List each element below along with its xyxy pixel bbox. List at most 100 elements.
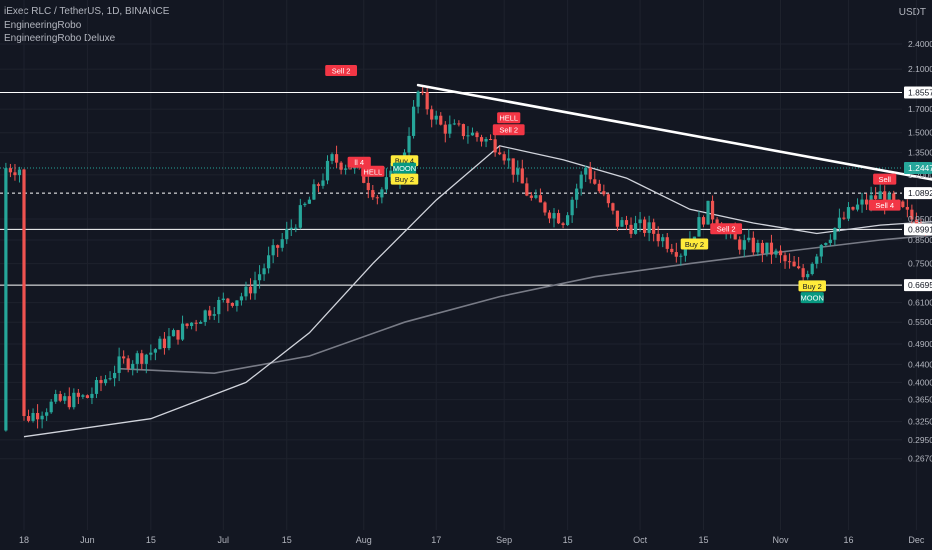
candle-body bbox=[94, 380, 99, 394]
candle-body bbox=[697, 217, 701, 237]
x-tick-label: 17 bbox=[431, 535, 441, 545]
x-tick-label: 18 bbox=[19, 535, 29, 545]
candle-body bbox=[35, 412, 40, 420]
candle-body bbox=[833, 227, 837, 240]
candle-body bbox=[162, 338, 167, 349]
candle-body bbox=[448, 124, 452, 134]
candle-body bbox=[797, 266, 801, 269]
candle-body bbox=[774, 250, 778, 255]
level-box bbox=[904, 86, 932, 99]
candle-body bbox=[149, 352, 153, 355]
candle-body bbox=[860, 199, 864, 205]
candle-body bbox=[615, 210, 620, 227]
candle-body bbox=[710, 200, 715, 220]
candle-body bbox=[380, 189, 384, 198]
candle-body bbox=[180, 323, 185, 340]
candle-body bbox=[824, 243, 828, 245]
candle-body bbox=[910, 209, 914, 220]
candle-body bbox=[620, 220, 624, 227]
candle-body bbox=[67, 396, 71, 408]
candle-body bbox=[339, 162, 343, 170]
candle-body bbox=[652, 222, 656, 234]
candle-body bbox=[63, 396, 67, 401]
candle-body bbox=[765, 242, 769, 254]
candle-body bbox=[416, 91, 420, 107]
signal-tag-box bbox=[710, 223, 743, 235]
x-tick-label: 15 bbox=[563, 535, 573, 545]
candle-body bbox=[185, 323, 189, 326]
candle-body bbox=[289, 227, 293, 230]
y-tick-label: 0.6100 bbox=[908, 298, 932, 308]
signal-tag-label: Buy 2 bbox=[395, 175, 414, 184]
candle-body bbox=[665, 237, 669, 249]
candle-body bbox=[330, 154, 334, 161]
candle-body bbox=[235, 300, 239, 306]
candle-body bbox=[520, 168, 524, 184]
y-tick-label: 0.3250 bbox=[908, 417, 932, 427]
candle-body bbox=[411, 106, 416, 136]
signal-tag-box bbox=[361, 165, 385, 177]
candle-body bbox=[715, 219, 719, 227]
level-label: 0.6695 bbox=[908, 280, 932, 290]
candle-body bbox=[828, 239, 832, 244]
indicator-engineeringrobo-deluxe[interactable]: EngineeringRobo Deluxe bbox=[4, 33, 116, 44]
candle-body bbox=[579, 174, 583, 189]
candle-body bbox=[208, 310, 212, 316]
candle-body bbox=[131, 363, 135, 369]
indicator-engineeringrobo[interactable]: EngineeringRobo bbox=[4, 20, 82, 31]
candle-body bbox=[643, 219, 647, 233]
candle-body bbox=[40, 415, 44, 420]
x-tick-label: 15 bbox=[698, 535, 708, 545]
candle-body bbox=[257, 274, 262, 281]
x-tick-label: Jul bbox=[218, 535, 230, 545]
candle-body bbox=[4, 168, 8, 431]
candle-body bbox=[113, 372, 117, 379]
candle-body bbox=[638, 219, 642, 224]
time-axis[interactable]: 18Jun15Jul15Aug17Sep15Oct15Nov16Dec15202… bbox=[19, 535, 932, 545]
x-tick-label: Sep bbox=[496, 535, 512, 545]
candle-body bbox=[606, 194, 610, 204]
symbol-title: iExec RLC / TetherUS, 1D, BINANCE bbox=[4, 6, 170, 17]
candle-body bbox=[303, 203, 307, 206]
candle-body bbox=[484, 138, 488, 142]
candle-body bbox=[135, 353, 139, 364]
candle-body bbox=[769, 242, 774, 255]
candle-body bbox=[158, 338, 162, 350]
signal-tag-label: MOON bbox=[801, 294, 824, 303]
candle-body bbox=[425, 91, 429, 110]
y-tick-label: 0.4000 bbox=[908, 377, 932, 387]
candle-body bbox=[45, 412, 49, 416]
y-tick-label: 1.7000 bbox=[908, 104, 932, 114]
candle-body bbox=[683, 248, 687, 256]
candle-body bbox=[366, 182, 370, 191]
candle-body bbox=[239, 296, 244, 301]
x-tick-label: Dec bbox=[908, 535, 925, 545]
candle-body bbox=[76, 392, 80, 397]
signal-tag-sell: ll 4 bbox=[347, 156, 371, 168]
candle-body bbox=[461, 124, 466, 137]
signal-tag-label: ll 4 bbox=[354, 158, 364, 167]
price-axis[interactable]: 2.4000 2.1000 1.7000 1.5000 1.3500 1.2000 0.95… bbox=[904, 39, 932, 464]
trendline[interactable] bbox=[416, 83, 932, 251]
candle-body bbox=[855, 204, 860, 210]
signal-tag-box bbox=[492, 124, 525, 136]
signal-tag-box bbox=[497, 112, 521, 124]
currency-label: USDT bbox=[898, 7, 926, 18]
candle-body bbox=[556, 213, 561, 224]
candle-body bbox=[344, 168, 348, 170]
candle-body bbox=[525, 183, 529, 196]
candle-body bbox=[54, 394, 58, 402]
candle-body bbox=[552, 213, 556, 219]
candle-body bbox=[475, 132, 479, 138]
candle-body bbox=[611, 203, 615, 211]
signal-tag-sell: Sell 2 bbox=[325, 64, 357, 76]
candle-body bbox=[294, 227, 298, 229]
y-tick-label: 1.5000 bbox=[908, 128, 932, 138]
candle-body bbox=[99, 380, 103, 384]
x-tick-label: Jun bbox=[80, 535, 95, 545]
candle-body bbox=[348, 168, 352, 170]
horizontal-levels bbox=[0, 92, 902, 286]
candle-body bbox=[276, 245, 280, 248]
